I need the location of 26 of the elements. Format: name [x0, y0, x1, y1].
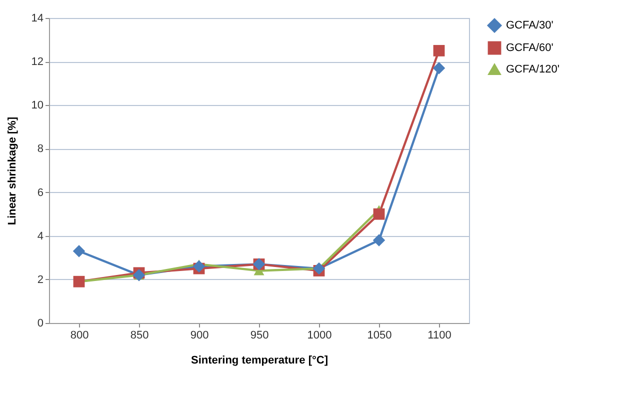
y-tick-label: 8	[37, 143, 44, 156]
legend-label: GCFA/120'	[506, 64, 560, 76]
y-tick-label: 4	[37, 230, 44, 242]
x-tick-label: 950	[250, 330, 269, 342]
y-axis-title: Linear shrinkage [%]	[6, 116, 18, 226]
x-tick-label: 1100	[428, 330, 452, 342]
y-tick-label: 10	[31, 100, 44, 112]
point	[192, 260, 206, 272]
legend-label: GCFA/30'	[506, 20, 554, 32]
y-tick-label: 0	[37, 318, 44, 330]
x-tick-label: 800	[70, 330, 89, 342]
x-tick-label: 900	[190, 330, 209, 342]
x-tick-label: 1050	[367, 330, 392, 342]
x-tick-label: 1000	[307, 330, 332, 342]
y-tick-label: 2	[37, 274, 44, 286]
point	[72, 244, 86, 258]
legend-label: GCFA/60'	[506, 42, 554, 54]
point	[372, 234, 386, 246]
y-tick-label: 6	[37, 186, 44, 199]
y-tick-label: 12	[31, 56, 44, 68]
point	[433, 44, 445, 56]
point	[373, 208, 385, 220]
x-tick-label: 850	[130, 330, 149, 342]
y-tick-label: 14	[31, 12, 44, 24]
point	[432, 62, 446, 74]
x-axis-title: Sintering temperature [°C]	[190, 354, 328, 366]
